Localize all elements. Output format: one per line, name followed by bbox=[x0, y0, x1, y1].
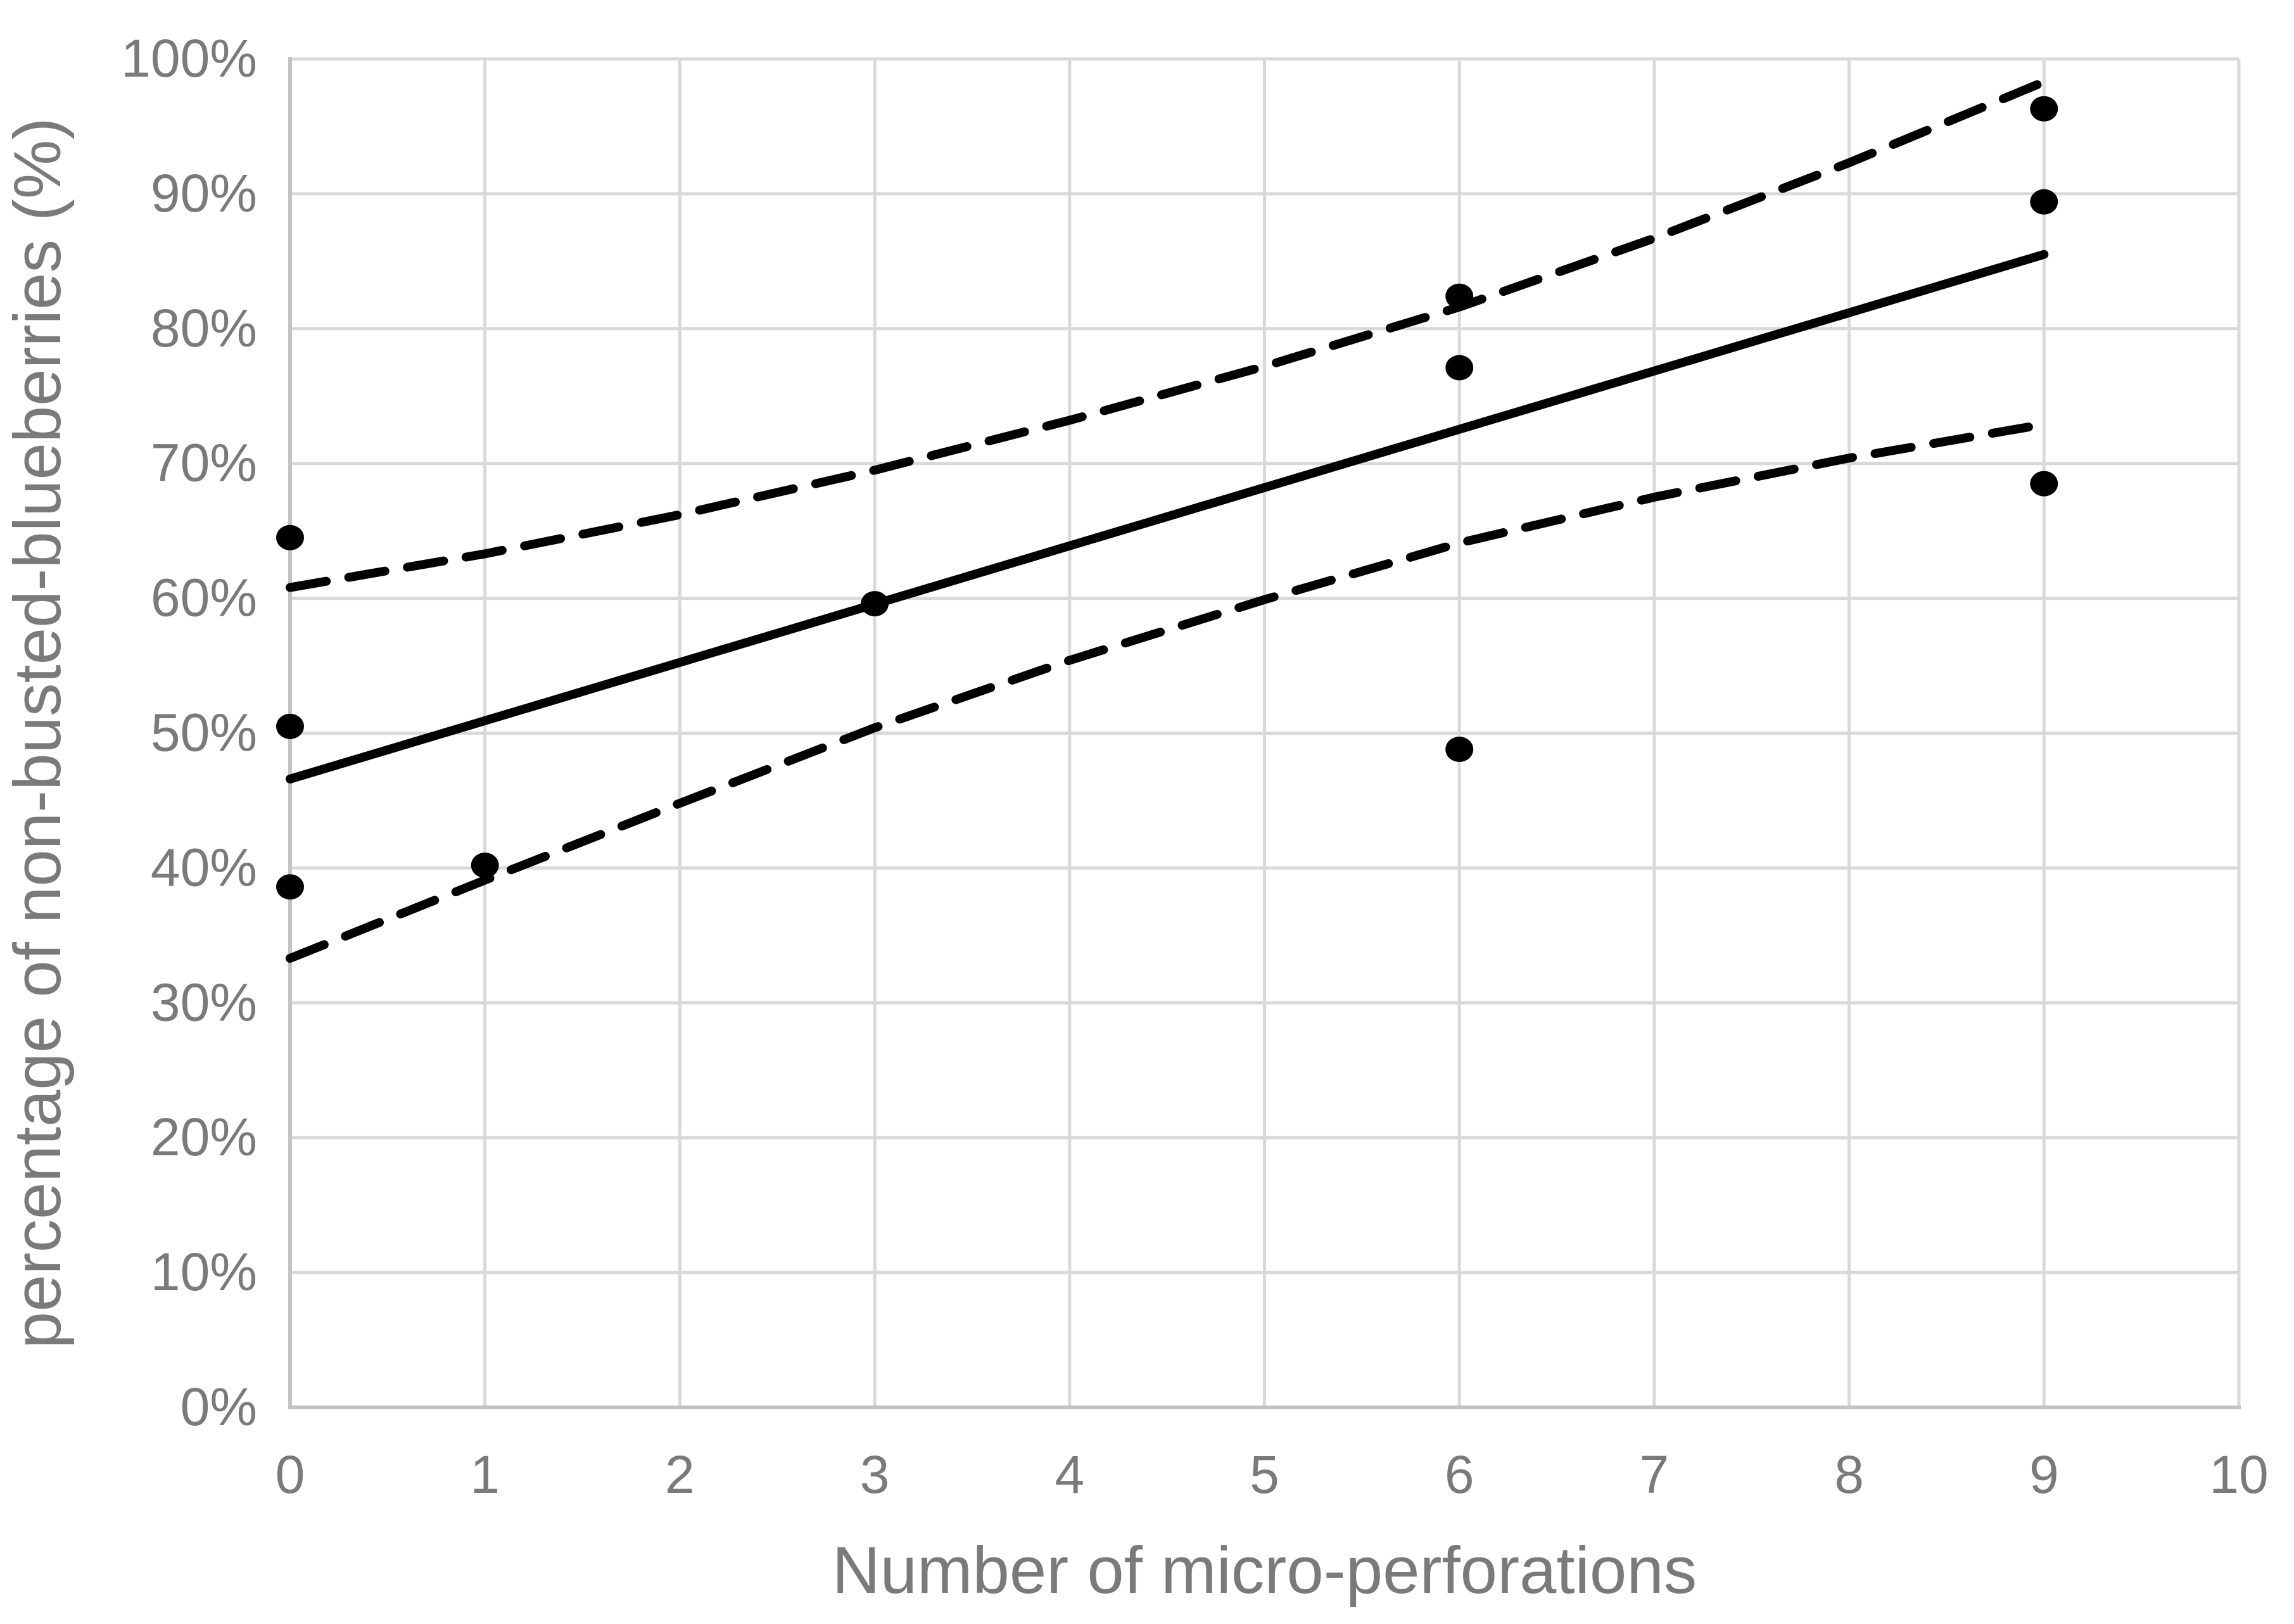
x-tick-label: 5 bbox=[1250, 1445, 1279, 1504]
scatter-point bbox=[276, 713, 304, 739]
x-tick-label: 3 bbox=[860, 1445, 890, 1504]
y-tick-label: 100% bbox=[121, 29, 257, 88]
x-tick-label: 10 bbox=[2209, 1445, 2268, 1504]
y-tick-label: 50% bbox=[151, 703, 257, 763]
x-tick-label: 9 bbox=[2029, 1445, 2059, 1504]
y-tick-label: 20% bbox=[151, 1107, 257, 1167]
scatter-point bbox=[2030, 96, 2058, 122]
gridlines bbox=[288, 57, 2241, 1409]
y-tick-label: 30% bbox=[151, 972, 257, 1032]
x-tick-label: 0 bbox=[276, 1445, 305, 1504]
y-tick-label: 80% bbox=[151, 298, 257, 358]
scatter-point bbox=[276, 874, 304, 900]
y-tick-label: 0% bbox=[181, 1377, 257, 1437]
scatter-point bbox=[2030, 189, 2058, 215]
chart-series bbox=[286, 77, 2049, 963]
scatter-point bbox=[1445, 283, 1474, 309]
scatter-point bbox=[2030, 471, 2058, 497]
x-tick-label: 2 bbox=[665, 1445, 695, 1504]
scatter-point bbox=[471, 853, 499, 879]
scatter-point bbox=[861, 591, 889, 617]
x-tick-label: 6 bbox=[1445, 1445, 1474, 1504]
y-tick-label: 40% bbox=[151, 837, 257, 897]
regression-line bbox=[286, 250, 2049, 783]
tick-labels: 0% 10% 20% 30% 40% 50% 60% 70% 80% 90% 100% 0 1 2 3 4 5 6… bbox=[121, 29, 2269, 1504]
x-tick-label: 8 bbox=[1834, 1445, 1864, 1504]
y-tick-label: 10% bbox=[151, 1242, 257, 1302]
lower-confidence-band bbox=[286, 419, 2049, 963]
x-tick-label: 7 bbox=[1640, 1445, 1670, 1504]
x-tick-label: 4 bbox=[1055, 1445, 1084, 1504]
y-tick-label: 90% bbox=[151, 163, 257, 223]
y-tick-label: 60% bbox=[151, 568, 257, 628]
x-axis-title: Number of micro-perforations bbox=[832, 1533, 1697, 1608]
scatter-point bbox=[276, 524, 304, 550]
scatter-point bbox=[1445, 355, 1474, 381]
upper-confidence-band bbox=[286, 77, 2049, 592]
y-tick-label: 70% bbox=[151, 433, 257, 493]
scatter-points bbox=[276, 96, 2058, 900]
y-axis-title: percentage of non-busted-blueberries (%) bbox=[1, 118, 75, 1349]
scatter-point bbox=[1445, 737, 1474, 763]
x-tick-label: 1 bbox=[470, 1445, 500, 1504]
